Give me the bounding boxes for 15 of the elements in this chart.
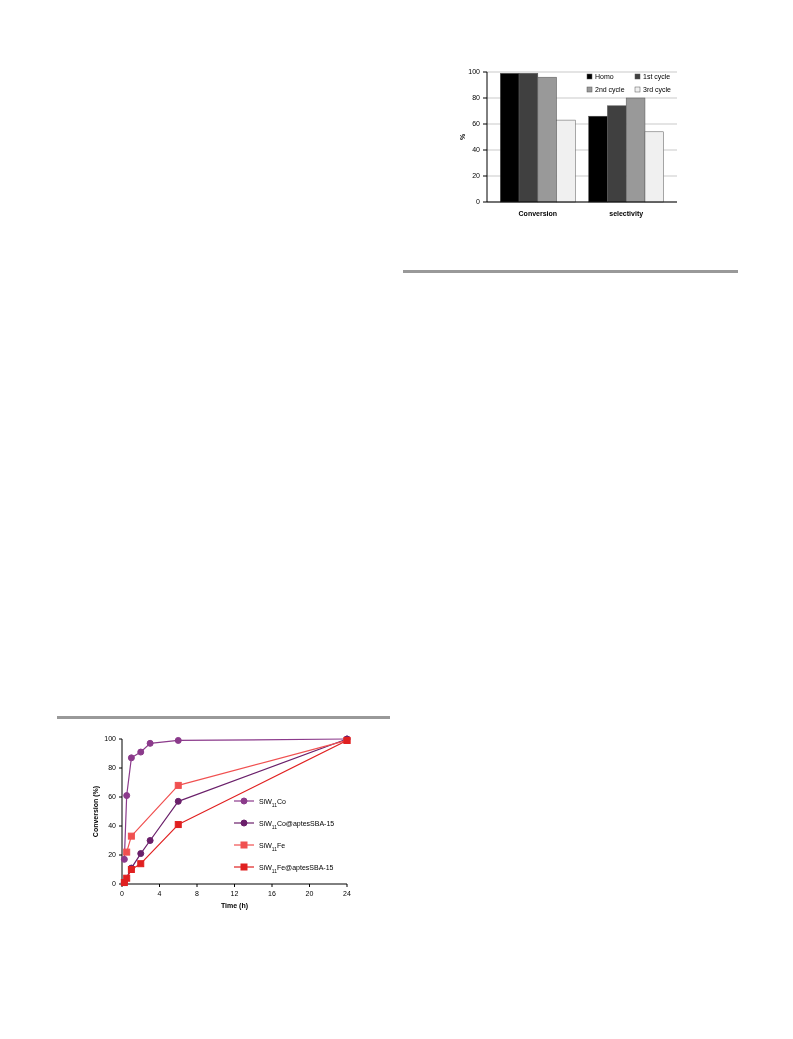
point <box>137 850 145 858</box>
point <box>127 832 135 840</box>
point <box>146 837 154 844</box>
point <box>174 821 182 829</box>
point <box>137 748 145 756</box>
point <box>123 792 131 800</box>
point <box>123 848 131 856</box>
point <box>174 781 182 789</box>
point <box>120 855 128 863</box>
point <box>137 860 145 868</box>
point <box>174 797 182 805</box>
point <box>127 754 135 762</box>
point <box>123 874 131 882</box>
point <box>146 739 154 747</box>
point <box>174 736 182 744</box>
